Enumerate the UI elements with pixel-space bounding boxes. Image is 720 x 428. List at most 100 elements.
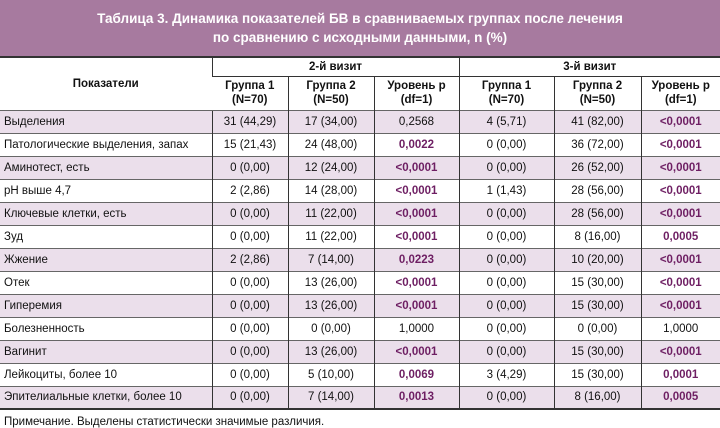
group-2-value: 15 (30,00) xyxy=(553,270,641,294)
row-label: Аминотест, есть xyxy=(0,155,212,179)
header-sub: (df=1) xyxy=(400,94,433,106)
group-2-value: 41 (82,00) xyxy=(553,109,641,133)
table-row: Патологические выделения, запах 15 (21,43… xyxy=(0,132,720,156)
p-value: <0,0001 xyxy=(373,155,459,179)
row-label: pH выше 4,7 xyxy=(0,178,212,202)
group-1-value: 0 (0,00) xyxy=(458,270,554,294)
group-1-value: 31 (44,29) xyxy=(211,109,288,133)
group-2-value: 14 (28,00) xyxy=(287,178,374,202)
p-value: 0,0001 xyxy=(640,362,720,386)
table-row: Вагинит 0 (0,00) 13 (26,00) <0,0001 0 (0,00)… xyxy=(0,339,720,363)
group-1-value: 4 (5,71) xyxy=(458,109,554,133)
p-value: 0,0013 xyxy=(373,385,459,410)
group-1-value: 0 (0,00) xyxy=(458,132,554,156)
header-group-2: Группа 2 (N=50) xyxy=(287,76,374,110)
group-1-value: 0 (0,00) xyxy=(458,247,554,271)
header-label: Группа 1 xyxy=(481,80,532,92)
p-value: 0,0022 xyxy=(373,132,459,156)
group-2-value: 26 (52,00) xyxy=(553,155,641,179)
group-1-value: 15 (21,43) xyxy=(211,132,288,156)
row-label: Ключевые клетки, есть xyxy=(0,201,212,225)
header-p-level: Уровень p (df=1) xyxy=(373,76,459,110)
table-row: pH выше 4,7 2 (2,86) 14 (28,00) <0,0001 1 (1… xyxy=(0,178,720,202)
p-value: <0,0001 xyxy=(373,270,459,294)
p-value: <0,0001 xyxy=(640,132,720,156)
row-label: Патологические выделения, запах xyxy=(0,132,212,156)
header-group-2: Группа 2 (N=50) xyxy=(553,76,641,110)
p-value: 0,0223 xyxy=(373,247,459,271)
group-2-value: 12 (24,00) xyxy=(287,155,374,179)
group-2-value: 24 (48,00) xyxy=(287,132,374,156)
group-1-value: 0 (0,00) xyxy=(211,270,288,294)
group-2-value: 17 (34,00) xyxy=(287,109,374,133)
p-value: <0,0001 xyxy=(373,339,459,363)
group-1-value: 0 (0,00) xyxy=(211,385,288,410)
header-label: Уровень p xyxy=(387,80,446,92)
group-1-value: 0 (0,00) xyxy=(211,201,288,225)
group-2-value: 15 (30,00) xyxy=(553,293,641,317)
header-label: Группа 2 xyxy=(572,80,623,92)
p-value: <0,0001 xyxy=(640,270,720,294)
p-value: <0,0001 xyxy=(640,247,720,271)
results-table: Показатели 2-й визит 3-й визит Группа 1 (… xyxy=(0,58,720,410)
row-label: Жжение xyxy=(0,247,212,271)
group-2-value: 28 (56,00) xyxy=(553,201,641,225)
group-1-value: 1 (1,43) xyxy=(458,178,554,202)
header-visit-3: 3-й визит xyxy=(458,58,720,76)
table-row: Отек 0 (0,00) 13 (26,00) <0,0001 0 (0,00) 15 … xyxy=(0,270,720,294)
p-value: 1,0000 xyxy=(373,316,459,340)
header-sub: (N=70) xyxy=(488,94,525,106)
header-visit-2: 2-й визит xyxy=(211,58,459,76)
group-2-value: 15 (30,00) xyxy=(553,362,641,386)
table-title: Таблица 3. Динамика показателей БВ в сра… xyxy=(0,0,720,58)
p-value: <0,0001 xyxy=(640,155,720,179)
group-1-value: 0 (0,00) xyxy=(211,339,288,363)
row-label: Отек xyxy=(0,270,212,294)
group-2-value: 8 (16,00) xyxy=(553,224,641,248)
group-1-value: 0 (0,00) xyxy=(458,316,554,340)
title-line-1: Таблица 3. Динамика показателей БВ в сра… xyxy=(97,11,623,26)
group-1-value: 0 (0,00) xyxy=(458,339,554,363)
group-1-value: 0 (0,00) xyxy=(458,201,554,225)
table-row: Выделения 31 (44,29) 17 (34,00) 0,2568 4 (5,… xyxy=(0,109,720,133)
group-1-value: 0 (0,00) xyxy=(211,224,288,248)
header-sub: (df=1) xyxy=(664,94,697,106)
row-label: Зуд xyxy=(0,224,212,248)
row-label: Вагинит xyxy=(0,339,212,363)
group-1-value: 0 (0,00) xyxy=(458,385,554,410)
group-1-value: 0 (0,00) xyxy=(211,362,288,386)
table-row: Эпителиальные клетки, более 10 0 (0,00) 7 … xyxy=(0,385,720,410)
group-2-value: 13 (26,00) xyxy=(287,293,374,317)
p-value: <0,0001 xyxy=(640,201,720,225)
header-label: Группа 1 xyxy=(225,80,275,92)
p-value: 0,0005 xyxy=(640,224,720,248)
group-2-value: 0 (0,00) xyxy=(553,316,641,340)
group-2-value: 13 (26,00) xyxy=(287,270,374,294)
header-group-1: Группа 1 (N=70) xyxy=(212,76,288,110)
row-label: Гиперемия xyxy=(0,293,212,317)
header-label: Уровень p xyxy=(651,80,710,92)
table-row: Аминотест, есть 0 (0,00) 12 (24,00) <0,0001… xyxy=(0,155,720,179)
table-row: Зуд 0 (0,00) 11 (22,00) <0,0001 0 (0,00) 8 (1… xyxy=(0,224,720,248)
row-label: Лейкоциты, более 10 xyxy=(0,362,212,386)
group-2-value: 36 (72,00) xyxy=(553,132,641,156)
p-value: <0,0001 xyxy=(640,178,720,202)
table-row: Лейкоциты, более 10 0 (0,00) 5 (10,00) 0,00… xyxy=(0,362,720,386)
row-label: Эпителиальные клетки, более 10 xyxy=(0,385,212,410)
group-2-value: 7 (14,00) xyxy=(287,385,374,410)
group-2-value: 5 (10,00) xyxy=(287,362,374,386)
p-value: <0,0001 xyxy=(373,201,459,225)
group-1-value: 0 (0,00) xyxy=(458,155,554,179)
header-sub: (N=50) xyxy=(313,94,349,106)
header-p-level: Уровень p (df=1) xyxy=(640,76,720,110)
table-row: Жжение 2 (2,86) 7 (14,00) 0,0223 0 (0,00) 10 … xyxy=(0,247,720,271)
group-1-value: 0 (0,00) xyxy=(458,224,554,248)
group-2-value: 13 (26,00) xyxy=(287,339,374,363)
group-1-value: 3 (4,29) xyxy=(458,362,554,386)
p-value: 0,0005 xyxy=(640,385,720,410)
group-1-value: 0 (0,00) xyxy=(211,316,288,340)
title-line-2: по сравнению с исходными данными, n (%) xyxy=(212,30,508,45)
group-2-value: 28 (56,00) xyxy=(553,178,641,202)
p-value: <0,0001 xyxy=(640,293,720,317)
header-indicators: Показатели xyxy=(72,77,139,90)
